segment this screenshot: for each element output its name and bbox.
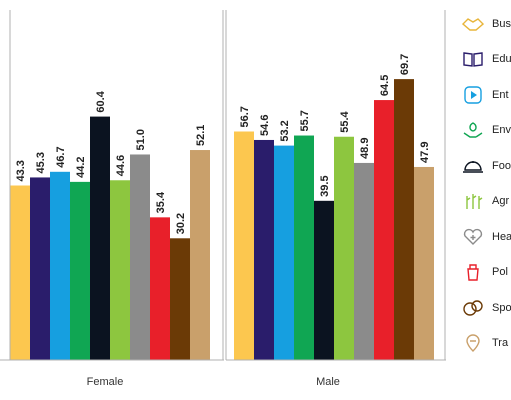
value-label: 44.6 <box>115 155 127 176</box>
legend-item: Spo <box>446 296 511 320</box>
bar-male-pol <box>374 100 394 360</box>
legend-label: Bus <box>492 18 511 30</box>
value-label: 52.1 <box>195 125 207 146</box>
value-label: 55.4 <box>339 110 351 132</box>
value-label: 48.9 <box>359 138 371 159</box>
axes-layer: Female Male <box>0 10 446 388</box>
legend-label: Pol <box>492 266 508 278</box>
bar-male-hea <box>354 162 374 360</box>
legend-item: Edu <box>446 47 511 71</box>
legend-item: Foo <box>446 154 511 178</box>
legend: Bus Edu Ent Env Foo Agr Hea Pol Spo Tra <box>446 0 511 400</box>
balls-icon <box>460 297 486 319</box>
bar-female-foo <box>90 116 110 360</box>
bar-male-edu <box>254 139 274 360</box>
bar-male-foo <box>314 200 334 360</box>
legend-item: Env <box>446 118 511 142</box>
legend-item: Agr <box>446 189 509 213</box>
bar-male-ent <box>274 145 294 360</box>
value-label: 56.7 <box>239 106 251 127</box>
bars-layer <box>10 79 434 360</box>
value-label: 44.2 <box>75 156 87 177</box>
podium-icon <box>460 261 486 283</box>
legend-label: Hea <box>492 231 511 243</box>
crop-icon <box>460 190 486 212</box>
legend-item: Ent <box>446 83 509 107</box>
legend-item: Tra <box>446 331 508 355</box>
bar-male-agr <box>334 136 354 360</box>
bar-male-env <box>294 135 314 360</box>
legend-label: Agr <box>492 195 510 207</box>
legend-item: Hea <box>446 225 511 249</box>
bar-female-edu <box>30 177 50 360</box>
bar-female-pol <box>150 217 170 360</box>
value-label: 46.7 <box>55 146 67 167</box>
value-label: 30.2 <box>175 213 187 234</box>
plane-pin-icon <box>460 332 486 354</box>
legend-item: Pol <box>446 260 508 284</box>
legend-label: Edu <box>492 53 511 65</box>
legend-label: Foo <box>492 160 511 172</box>
legend-label: Ent <box>492 89 509 101</box>
bar-female-agr <box>110 180 130 360</box>
value-label: 39.5 <box>319 175 331 196</box>
legend-label: Tra <box>492 337 509 349</box>
value-label: 53.2 <box>279 120 291 141</box>
bar-female-hea <box>130 154 150 360</box>
leaf-hands-icon <box>460 119 486 141</box>
bar-female-ent <box>50 171 70 360</box>
bar-male-tra <box>414 166 434 360</box>
value-label: 64.5 <box>379 75 391 96</box>
play-icon <box>460 84 486 106</box>
food-tray-icon <box>460 155 486 177</box>
bar-female-bus <box>10 185 30 360</box>
legend-item: Bus <box>446 12 511 36</box>
value-label: 35.4 <box>155 191 167 213</box>
category-label-female: Female <box>87 376 124 388</box>
value-label: 43.3 <box>15 160 27 181</box>
value-labels-layer: 43.3 45.3 46.7 44.2 60.4 44.6 51.0 35.4 30.2 52.1… <box>15 54 431 235</box>
value-label: 51.0 <box>135 129 147 150</box>
bar-male-spo <box>394 79 414 360</box>
handshake-icon <box>460 13 486 35</box>
book-icon <box>460 48 486 70</box>
value-label: 54.6 <box>259 115 271 136</box>
category-label-male: Male <box>316 376 340 388</box>
bar-female-env <box>70 181 90 360</box>
legend-label: Env <box>492 124 511 136</box>
value-label: 60.4 <box>95 90 107 112</box>
bar-female-tra <box>190 150 210 360</box>
value-label: 45.3 <box>35 152 47 173</box>
bar-chart: 43.3 45.3 46.7 44.2 60.4 44.6 51.0 35.4 30.2 52.1… <box>0 10 446 388</box>
bar-male-bus <box>234 131 254 360</box>
heart-plus-icon <box>460 226 486 248</box>
value-label: 69.7 <box>399 54 411 75</box>
value-label: 55.7 <box>299 110 311 131</box>
value-label: 47.9 <box>419 142 431 163</box>
bar-female-spo <box>170 238 190 360</box>
legend-label: Spo <box>492 302 511 314</box>
